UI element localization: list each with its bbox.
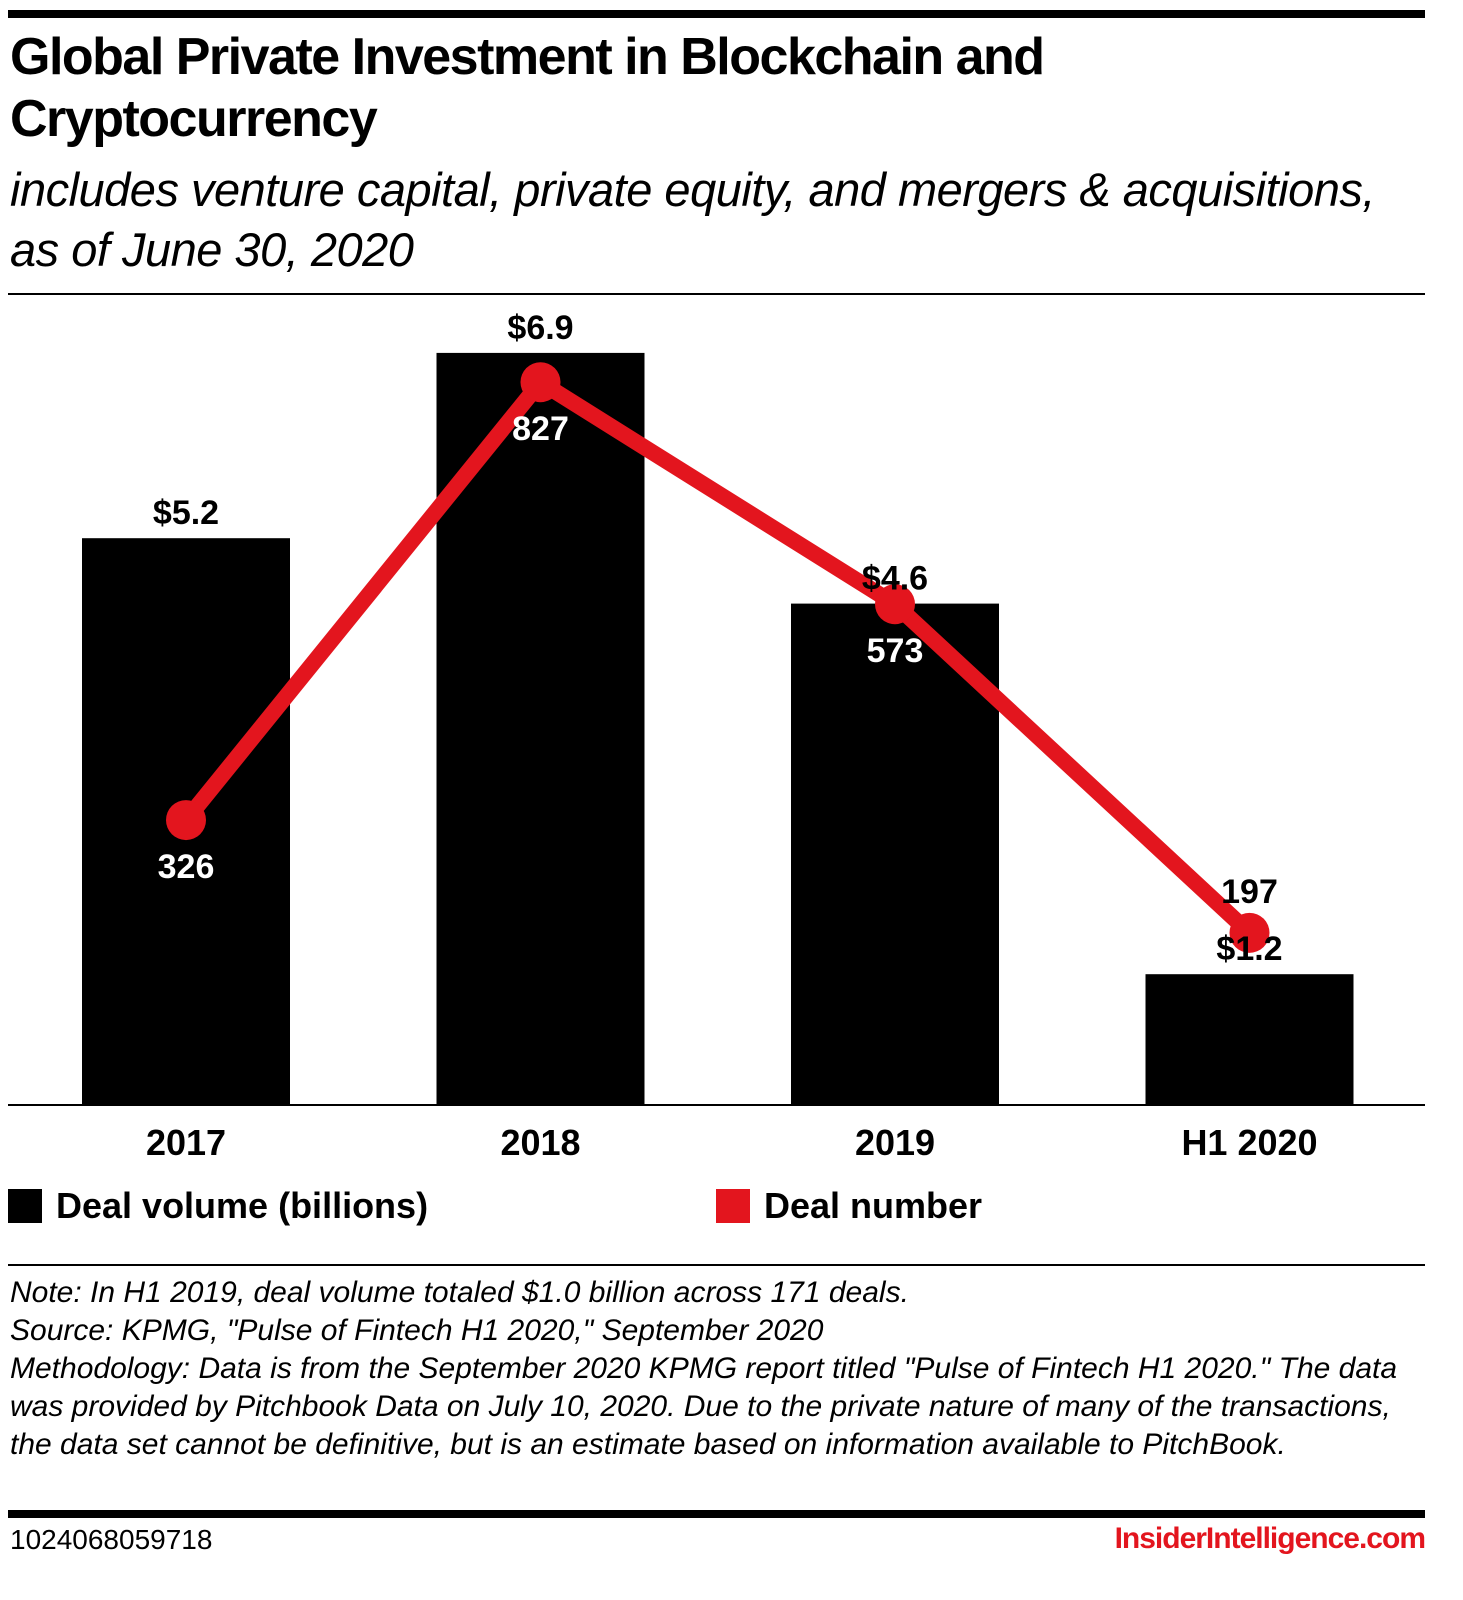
deal-number-point <box>875 584 915 625</box>
bar-value-label: $5.2 <box>153 494 219 532</box>
chart-id: 1024068059718 <box>10 1524 213 1555</box>
subtitle-rule <box>8 293 1425 295</box>
bottom-rule <box>8 1510 1425 1518</box>
brand-logo: InsiderIntelligence.com <box>1114 1522 1426 1555</box>
notes-rule <box>8 1264 1425 1266</box>
top-rule <box>8 10 1425 18</box>
legend-item-deal-number: Deal number <box>716 1185 982 1227</box>
deal-number-point <box>166 800 206 841</box>
note-text: Note: In H1 2019, deal volume totaled $1… <box>10 1276 909 1309</box>
notes: Note: In H1 2019, deal volume totaled $1… <box>10 1274 1425 1464</box>
chart-subtitle: includes venture capital, private equity… <box>10 163 1375 276</box>
legend-item-deal-volume: Deal volume (billions) <box>8 1185 428 1227</box>
methodology-text: Methodology: Data is from the September … <box>10 1352 1398 1461</box>
deal-number-point <box>520 362 561 403</box>
source-text: Source: KPMG, "Pulse of Fintech H1 2020,… <box>10 1314 824 1347</box>
x-tick-label: 2019 <box>855 1122 935 1163</box>
chart-area: 2017 2018 2019 H1 2020 $5.2 $6.9 $4.6 $1.2 326 82… <box>8 309 1425 1163</box>
legend-swatch-bar <box>8 1189 42 1223</box>
line-value-label: 827 <box>512 410 569 448</box>
bar-value-label: $4.6 <box>862 560 928 598</box>
line-value-label: 326 <box>158 848 215 886</box>
deal-number-point <box>1229 912 1270 953</box>
legend-swatch-line <box>716 1189 750 1223</box>
line-value-label: 573 <box>867 632 924 670</box>
bar-h1-2020 <box>1145 974 1354 1105</box>
chart-title: Global Private Investment in Blockchain … <box>10 28 1045 148</box>
legend-label: Deal volume (billions) <box>56 1185 429 1226</box>
deal-number-line <box>179 374 1255 939</box>
x-tick-label: 2017 <box>146 1122 226 1163</box>
legend-label: Deal number <box>764 1185 983 1226</box>
bar-value-label: $1.2 <box>1216 930 1282 968</box>
bar-value-label: $6.9 <box>507 309 573 347</box>
x-tick-label: H1 2020 <box>1181 1122 1317 1163</box>
x-tick-label: 2018 <box>500 1122 580 1163</box>
bar-2019 <box>791 603 999 1105</box>
line-value-label: 197 <box>1221 873 1278 911</box>
